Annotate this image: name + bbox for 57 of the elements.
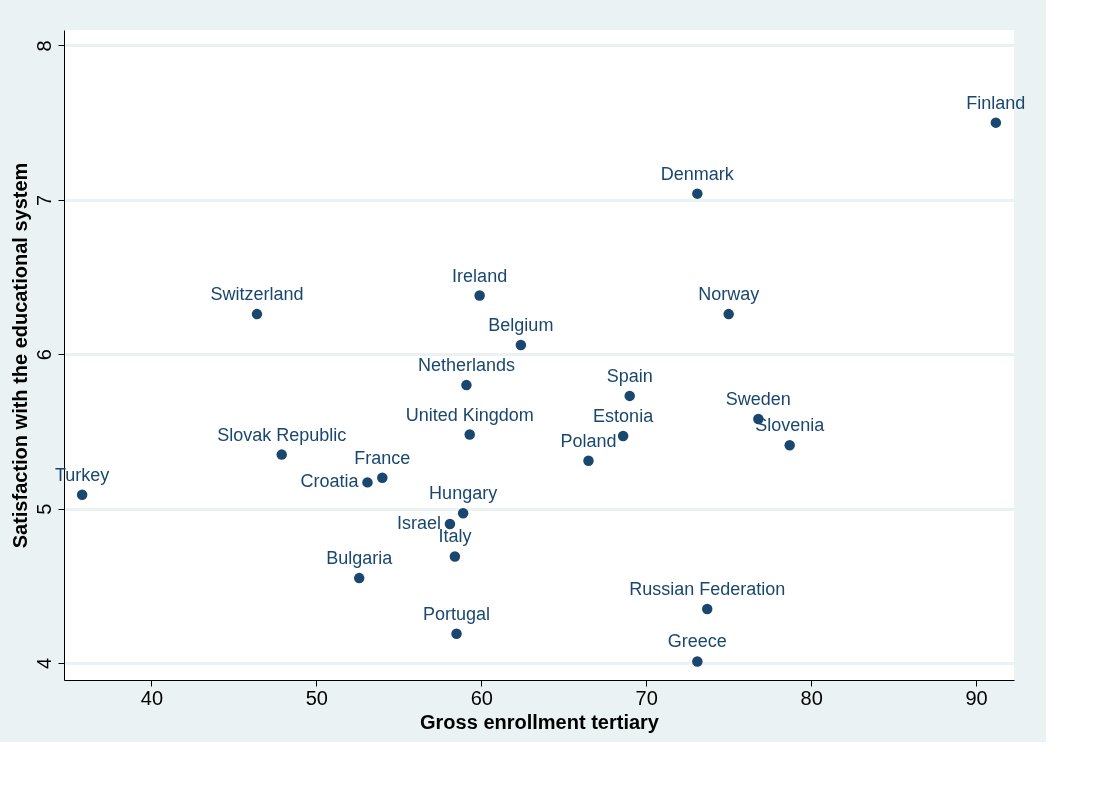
annotation: Finland <box>966 92 1026 113</box>
point <box>444 518 456 530</box>
point <box>251 308 263 320</box>
point <box>701 603 713 615</box>
annotation: Estonia <box>593 406 655 427</box>
annotation: Switzerland <box>210 284 304 305</box>
annotation: Hungary <box>429 483 498 504</box>
annotation: France <box>354 447 411 468</box>
x-axis-title: Gross enrollment tertiary <box>420 710 660 733</box>
annotation: Norway <box>698 284 760 305</box>
point <box>377 472 388 483</box>
point <box>617 430 629 442</box>
point <box>583 455 594 466</box>
point <box>461 379 472 391</box>
point <box>515 339 527 351</box>
x-tick-label: 70 <box>635 686 658 709</box>
y-tick-label: 5 <box>32 503 55 515</box>
annotation: Israel <box>396 513 441 534</box>
point <box>457 508 469 519</box>
annotation: United Kingdom <box>405 404 534 425</box>
annotation: Denmark <box>660 163 735 184</box>
x-tick-label: 60 <box>470 686 493 709</box>
point <box>692 188 703 199</box>
y-tick-label: 4 <box>32 657 55 670</box>
y-tick-label: 7 <box>32 194 55 206</box>
point <box>464 429 475 440</box>
point <box>76 489 88 500</box>
y-tick-label: 6 <box>32 349 55 361</box>
annotation: Russian Federation <box>629 578 786 599</box>
x-tick-label: 50 <box>305 686 328 709</box>
annotation: Spain <box>606 365 653 386</box>
annotation: Portugal <box>423 603 491 624</box>
annotation: Belgium <box>488 314 554 335</box>
annotation: Ireland <box>452 265 508 286</box>
point <box>784 440 795 451</box>
y-tick-label: 8 <box>32 40 55 52</box>
annotation: Greece <box>667 631 727 652</box>
point <box>353 572 365 584</box>
annotation: Sweden <box>725 389 791 410</box>
annotation: Netherlands <box>417 355 515 376</box>
point <box>362 477 373 488</box>
point <box>692 656 703 667</box>
annotation: Slovak Republic <box>217 424 347 445</box>
annotation: Croatia <box>300 471 360 492</box>
point <box>723 308 734 320</box>
y-axis-title: Satisfaction with the educational system <box>8 162 31 549</box>
point <box>990 117 1002 128</box>
x-tick-label: 90 <box>965 686 988 709</box>
point <box>474 290 485 301</box>
point <box>276 449 287 460</box>
point <box>449 551 461 562</box>
annotation: Bulgaria <box>326 548 394 569</box>
point <box>451 628 462 639</box>
point <box>624 390 635 402</box>
annotation: Poland <box>560 430 617 451</box>
x-tick-label: 40 <box>140 686 164 709</box>
x-tick-label: 80 <box>800 686 823 709</box>
